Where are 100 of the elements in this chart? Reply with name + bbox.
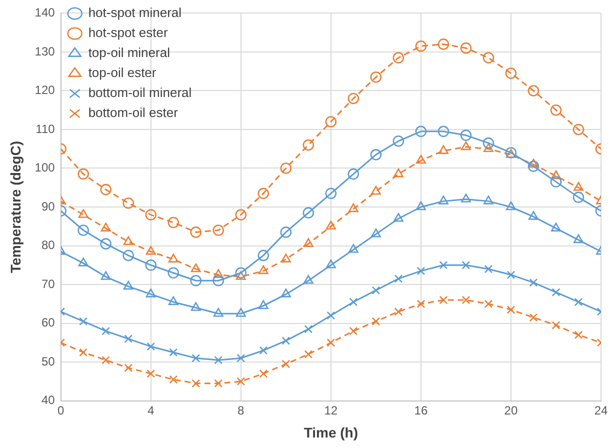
point <box>528 158 538 168</box>
point <box>506 270 516 280</box>
point <box>235 209 247 220</box>
y-axis-title: Temperature (degC) <box>7 141 24 273</box>
point <box>124 334 133 343</box>
point <box>550 176 562 188</box>
point <box>416 300 426 308</box>
point <box>348 92 360 104</box>
point <box>123 236 134 246</box>
point <box>212 274 224 286</box>
point <box>79 348 88 357</box>
x-tick-label: 20 <box>504 403 518 418</box>
point <box>213 269 224 278</box>
y-tick-label: 110 <box>36 122 56 136</box>
point <box>280 226 292 238</box>
point <box>505 68 517 79</box>
point <box>100 271 111 280</box>
point <box>482 52 494 64</box>
point <box>416 266 426 276</box>
point <box>213 308 224 317</box>
point <box>460 194 471 202</box>
y-tick-label: 50 <box>41 354 56 368</box>
point <box>528 160 540 172</box>
point <box>460 42 472 54</box>
point <box>325 188 337 200</box>
point <box>574 330 583 340</box>
point <box>145 259 156 271</box>
point <box>302 139 314 151</box>
point <box>326 259 336 268</box>
point <box>551 222 561 232</box>
point <box>258 300 268 309</box>
point <box>146 369 156 378</box>
point <box>169 375 178 384</box>
point <box>484 300 493 308</box>
point <box>348 168 360 180</box>
y-tick-label: 140 <box>34 6 56 20</box>
y-tick-label: 60 <box>41 316 56 330</box>
point <box>78 168 89 180</box>
legend-label: top-oil mineral <box>88 45 170 60</box>
point <box>529 313 538 322</box>
point <box>483 143 494 152</box>
point <box>78 258 88 266</box>
point <box>304 350 313 358</box>
point <box>460 130 472 141</box>
point <box>372 286 380 295</box>
point <box>122 197 134 209</box>
point <box>214 356 223 364</box>
point <box>416 154 426 164</box>
point <box>462 260 470 270</box>
point <box>100 184 112 196</box>
point <box>393 168 404 178</box>
point <box>483 196 494 204</box>
point <box>528 85 540 96</box>
x-tick-label: 4 <box>148 403 155 418</box>
point <box>212 224 224 236</box>
point <box>190 263 201 272</box>
legend-label: bottom-oil ester <box>88 105 179 120</box>
point <box>192 354 200 362</box>
point <box>394 307 403 316</box>
point <box>78 209 88 218</box>
point <box>438 38 450 50</box>
point <box>572 124 584 136</box>
point <box>394 274 403 283</box>
point <box>348 203 358 212</box>
point <box>439 296 448 304</box>
point <box>102 356 110 364</box>
point <box>438 126 450 138</box>
point <box>552 288 560 296</box>
legend-label: hot-spot mineral <box>88 5 182 20</box>
point <box>168 267 180 279</box>
point <box>304 324 313 334</box>
point <box>370 228 381 238</box>
point <box>574 298 583 306</box>
point <box>415 126 427 138</box>
point <box>303 238 314 247</box>
point <box>392 52 404 64</box>
point <box>438 145 448 154</box>
point <box>528 211 538 220</box>
point <box>550 104 562 116</box>
point <box>393 212 404 222</box>
point <box>236 308 246 317</box>
point <box>303 274 314 284</box>
point <box>168 296 178 306</box>
x-tick-label: 16 <box>414 403 428 418</box>
point <box>551 170 561 180</box>
point <box>169 348 178 357</box>
point <box>258 188 270 200</box>
point <box>236 377 246 386</box>
point <box>102 326 110 336</box>
x-tick-label: 8 <box>238 403 245 418</box>
point <box>236 271 246 280</box>
point <box>280 162 292 174</box>
y-tick-label: 80 <box>41 238 56 252</box>
point <box>282 336 290 345</box>
point <box>168 216 180 228</box>
point <box>259 369 268 378</box>
x-axis-title: Time (h) <box>304 424 358 440</box>
point <box>258 265 268 274</box>
point <box>370 149 382 160</box>
point <box>190 274 202 286</box>
